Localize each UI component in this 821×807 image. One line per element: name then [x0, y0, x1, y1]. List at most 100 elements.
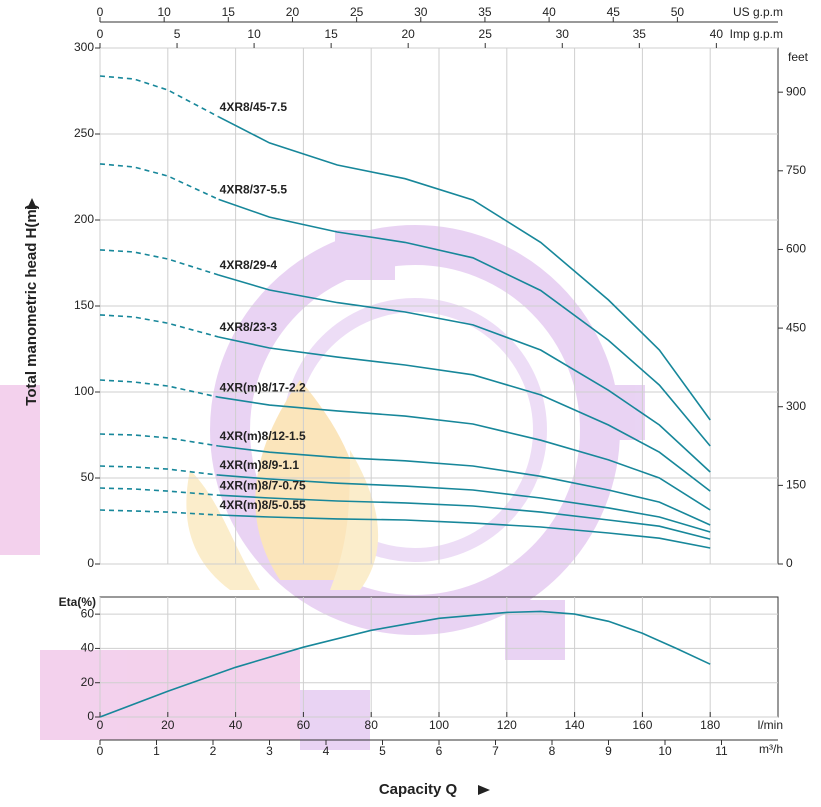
curve [99, 249, 219, 276]
curve-label: 4XR8/23-3 [220, 320, 278, 334]
y-tick-label: 40 [81, 641, 95, 655]
curve [218, 198, 711, 447]
top-tick-label: 20 [402, 27, 416, 41]
x2-tick-label: 6 [436, 744, 443, 758]
arrow [27, 198, 37, 209]
watermark-shape [0, 385, 40, 555]
curve [99, 487, 219, 496]
curve [218, 474, 711, 533]
x-tick-label: 60 [297, 718, 311, 732]
x2-tick-label: 4 [323, 744, 330, 758]
x2-tick-label: 8 [549, 744, 556, 758]
y-tick-label: 50 [81, 470, 95, 484]
curve [218, 116, 711, 421]
top-tick-label: 30 [414, 5, 428, 19]
x-tick-label: 160 [632, 718, 652, 732]
y2-tick-label: 150 [786, 478, 806, 492]
top-tick-label: 10 [247, 27, 261, 41]
curve [99, 433, 219, 447]
curve [218, 336, 711, 492]
top-tick-label: 15 [324, 27, 338, 41]
top-tick-label: 10 [157, 5, 171, 19]
curve [99, 379, 219, 398]
x-tick-label: 80 [365, 718, 379, 732]
curve-label: 4XR(m)8/7-0.75 [220, 478, 306, 492]
curve [99, 163, 219, 201]
curve-label: 4XR8/29-4 [220, 258, 278, 272]
curve [218, 396, 711, 511]
x-tick-label: 20 [161, 718, 175, 732]
x-tick-label: 40 [229, 718, 243, 732]
x-tick-label: 180 [700, 718, 720, 732]
watermark-tooth [585, 385, 645, 440]
curve-label: 4XR8/37-5.5 [220, 183, 288, 197]
curve-label: 4XR(m)8/9-1.1 [220, 458, 300, 472]
y2-tick-label: 450 [786, 320, 806, 334]
y-tick-label: 0 [87, 709, 94, 723]
y-tick-label: 100 [74, 384, 94, 398]
curve [218, 274, 711, 473]
y-tick-label: 60 [81, 606, 95, 620]
y-tick-label: 300 [74, 40, 94, 54]
x-tick-label: 100 [429, 718, 449, 732]
y2-tick-label: 600 [786, 242, 806, 256]
x2-tick-label: 10 [658, 744, 672, 758]
x-tick-label: 120 [497, 718, 517, 732]
curve [99, 509, 219, 516]
y2-tick-label: 750 [786, 163, 806, 177]
x2-tick-label: 5 [379, 744, 386, 758]
curve [218, 494, 711, 540]
y-tick-label: 0 [87, 556, 94, 570]
arrow [478, 785, 490, 795]
curve-label: 4XR(m)8/17-2.2 [220, 380, 306, 394]
watermark-ring [283, 298, 547, 562]
curve [99, 610, 711, 718]
watermark-tooth [300, 690, 370, 750]
top-tick-label: 5 [174, 27, 181, 41]
x-unit-label: l/min [758, 718, 783, 732]
watermark-tooth [505, 600, 565, 660]
top-tick-label: 50 [671, 5, 685, 19]
x-tick-label: 140 [565, 718, 585, 732]
watermark-flame [186, 470, 260, 590]
top-tick-label: 15 [222, 5, 236, 19]
x2-tick-label: 3 [266, 744, 273, 758]
watermark-flame [255, 380, 361, 580]
x2-tick-label: 7 [492, 744, 499, 758]
top-axis-title: Imp g.p.m [730, 27, 783, 41]
top-tick-label: 40 [710, 27, 724, 41]
top-tick-label: 0 [97, 5, 104, 19]
y2-tick-label: 300 [786, 399, 806, 413]
curve [99, 75, 219, 118]
eta-axis-title: Eta(%) [59, 595, 96, 609]
top-axis-title: US g.p.m [733, 5, 783, 19]
x2-tick-label: 1 [153, 744, 160, 758]
top-tick-label: 20 [286, 5, 300, 19]
curve-label: 4XR(m)8/12-1.5 [220, 429, 306, 443]
x2-tick-label: 2 [210, 744, 217, 758]
y-tick-label: 20 [81, 675, 95, 689]
curve [218, 514, 711, 549]
curve [99, 465, 219, 476]
watermark-shape [40, 650, 300, 740]
grid [99, 47, 778, 718]
x2-unit-label: m³/h [759, 742, 783, 756]
y-tick-label: 150 [74, 298, 94, 312]
watermark-tooth [335, 230, 395, 280]
top-tick-label: 0 [97, 27, 104, 41]
curve-label: 4XR8/45-7.5 [220, 100, 288, 114]
top-tick-label: 25 [350, 5, 364, 19]
top-tick-label: 45 [607, 5, 621, 19]
curve-label: 4XR(m)8/5-0.55 [220, 498, 306, 512]
top-tick-label: 35 [633, 27, 647, 41]
top-tick-label: 40 [542, 5, 556, 19]
x2-tick-label: 9 [605, 744, 612, 758]
y-axis-title: Total manometric head H(m) [23, 204, 40, 405]
y2-tick-label: 0 [786, 556, 793, 570]
x-axis-title: Capacity Q [379, 781, 458, 798]
y-tick-label: 250 [74, 126, 94, 140]
x2-tick-label: 11 [715, 744, 728, 758]
y2-axis-title: feet [788, 50, 809, 64]
curve [218, 445, 711, 526]
